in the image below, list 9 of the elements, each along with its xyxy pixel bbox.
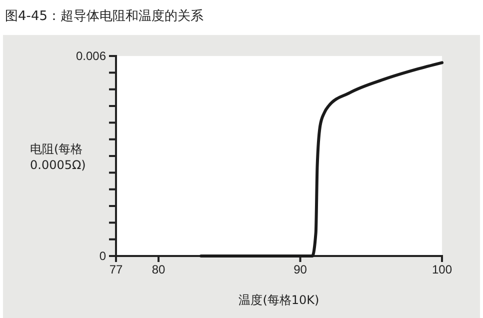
x-tick-label: 90 [294, 262, 308, 277]
chart-title: 图4-45：超导体电阻和温度的关系 [5, 8, 204, 24]
x-axis-title: 温度(每格10K) [238, 293, 320, 307]
x-tick-label: 100 [432, 262, 452, 277]
x-tick-label: 80 [152, 262, 166, 277]
y-tick-label: 0.006 [76, 48, 106, 63]
y-tick-label: 0 [99, 248, 106, 263]
x-tick-label: 77 [109, 262, 123, 277]
y-axis-title: 电阻(每格 0.0005Ω) [30, 142, 86, 172]
